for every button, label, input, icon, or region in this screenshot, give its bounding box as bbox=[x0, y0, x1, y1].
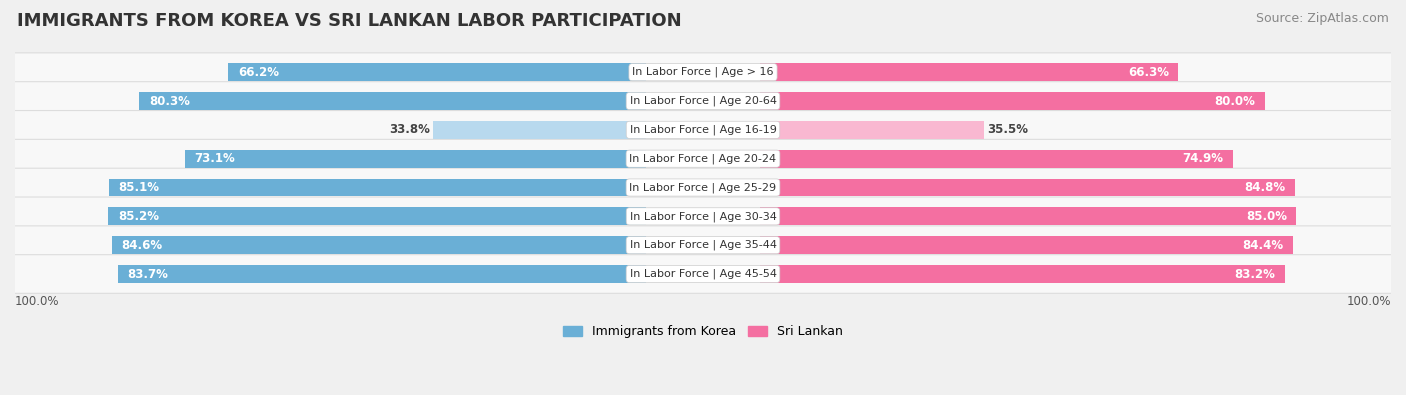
Text: IMMIGRANTS FROM KOREA VS SRI LANKAN LABOR PARTICIPATION: IMMIGRANTS FROM KOREA VS SRI LANKAN LABO… bbox=[17, 12, 682, 30]
Text: In Labor Force | Age 20-64: In Labor Force | Age 20-64 bbox=[630, 96, 776, 106]
Text: 83.7%: 83.7% bbox=[128, 267, 169, 280]
Text: 84.4%: 84.4% bbox=[1241, 239, 1284, 252]
Bar bbox=[759, 236, 1292, 254]
Text: 100.0%: 100.0% bbox=[15, 295, 59, 308]
Bar bbox=[759, 121, 984, 139]
Text: 66.2%: 66.2% bbox=[238, 66, 278, 79]
FancyBboxPatch shape bbox=[10, 226, 1396, 265]
Text: 80.0%: 80.0% bbox=[1215, 94, 1256, 107]
Text: In Labor Force | Age 16-19: In Labor Force | Age 16-19 bbox=[630, 124, 776, 135]
Text: In Labor Force | Age 45-54: In Labor Force | Age 45-54 bbox=[630, 269, 776, 279]
Text: 100.0%: 100.0% bbox=[1347, 295, 1391, 308]
Text: Source: ZipAtlas.com: Source: ZipAtlas.com bbox=[1256, 12, 1389, 25]
Text: In Labor Force | Age 20-24: In Labor Force | Age 20-24 bbox=[630, 153, 776, 164]
FancyBboxPatch shape bbox=[10, 53, 1396, 92]
Bar bbox=[108, 207, 647, 225]
Legend: Immigrants from Korea, Sri Lankan: Immigrants from Korea, Sri Lankan bbox=[558, 320, 848, 343]
Text: In Labor Force | Age 25-29: In Labor Force | Age 25-29 bbox=[630, 182, 776, 193]
Text: 80.3%: 80.3% bbox=[149, 94, 190, 107]
Text: 83.2%: 83.2% bbox=[1234, 267, 1275, 280]
Bar bbox=[228, 63, 647, 81]
FancyBboxPatch shape bbox=[10, 82, 1396, 120]
Bar bbox=[759, 63, 1178, 81]
Bar bbox=[433, 121, 647, 139]
Bar bbox=[759, 150, 1233, 167]
FancyBboxPatch shape bbox=[10, 111, 1396, 149]
Text: In Labor Force | Age > 16: In Labor Force | Age > 16 bbox=[633, 67, 773, 77]
Bar bbox=[759, 207, 1296, 225]
Bar bbox=[759, 179, 1295, 196]
Bar bbox=[184, 150, 647, 167]
Text: 73.1%: 73.1% bbox=[194, 152, 235, 165]
Text: 35.5%: 35.5% bbox=[987, 123, 1028, 136]
FancyBboxPatch shape bbox=[10, 168, 1396, 207]
Bar bbox=[118, 265, 647, 283]
Text: In Labor Force | Age 35-44: In Labor Force | Age 35-44 bbox=[630, 240, 776, 250]
FancyBboxPatch shape bbox=[10, 139, 1396, 178]
Bar bbox=[759, 92, 1265, 110]
Text: 33.8%: 33.8% bbox=[389, 123, 430, 136]
Text: 66.3%: 66.3% bbox=[1128, 66, 1168, 79]
Text: 84.8%: 84.8% bbox=[1244, 181, 1285, 194]
Bar bbox=[110, 179, 647, 196]
Bar bbox=[139, 92, 647, 110]
FancyBboxPatch shape bbox=[10, 197, 1396, 236]
Text: 84.6%: 84.6% bbox=[122, 239, 163, 252]
Text: 85.0%: 85.0% bbox=[1246, 210, 1286, 223]
Text: 85.1%: 85.1% bbox=[118, 181, 159, 194]
Text: 74.9%: 74.9% bbox=[1182, 152, 1223, 165]
FancyBboxPatch shape bbox=[10, 255, 1396, 293]
Bar bbox=[112, 236, 647, 254]
Text: 85.2%: 85.2% bbox=[118, 210, 159, 223]
Bar bbox=[759, 265, 1285, 283]
Text: In Labor Force | Age 30-34: In Labor Force | Age 30-34 bbox=[630, 211, 776, 222]
